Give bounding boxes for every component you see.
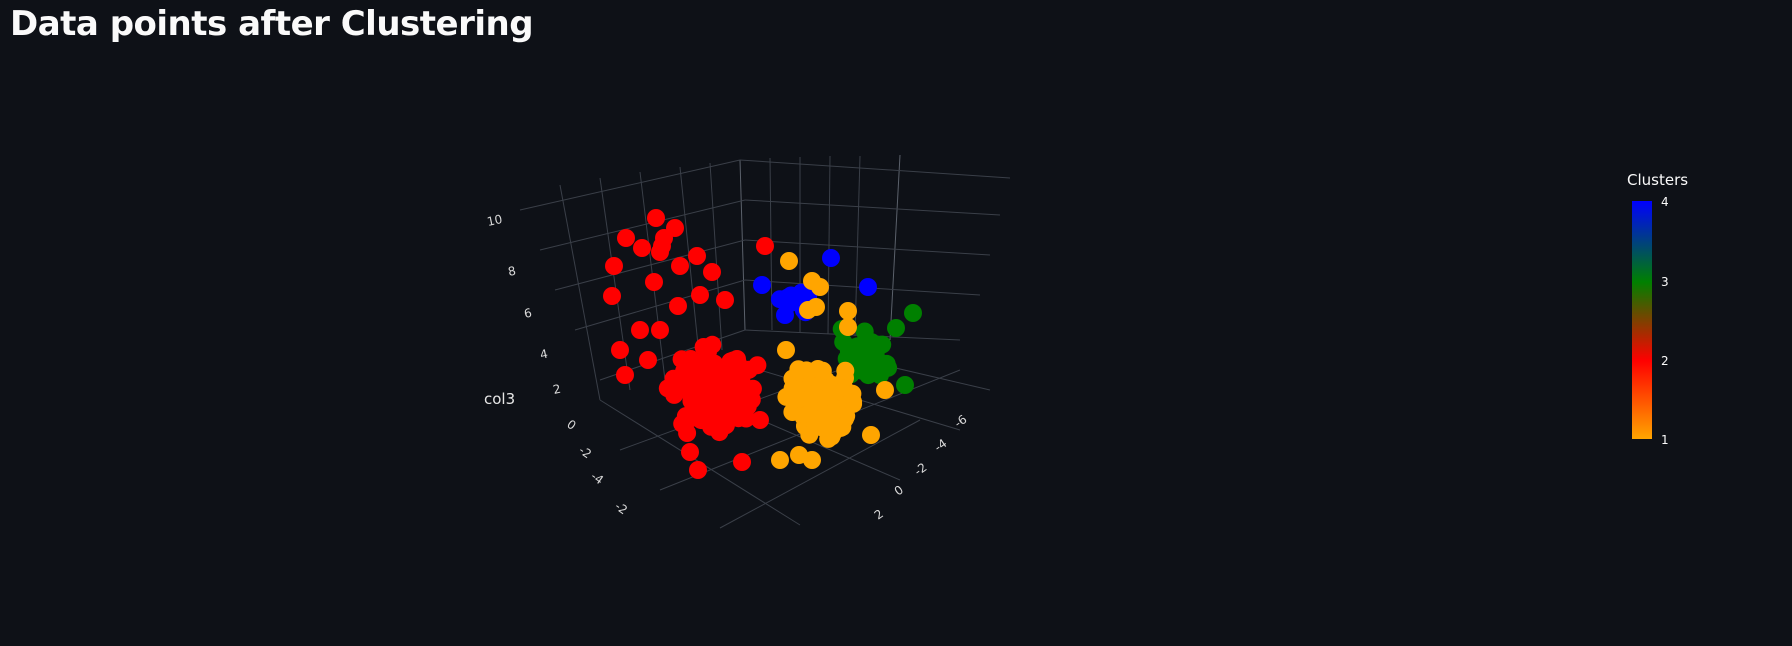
data-point[interactable]: [739, 384, 758, 402]
y-tick: 2: [872, 507, 886, 523]
z-tick: 10: [486, 212, 504, 229]
y-tick: -2: [912, 460, 930, 478]
z-tick: 0: [564, 417, 578, 433]
data-point[interactable]: [639, 351, 657, 369]
data-point[interactable]: [669, 297, 687, 315]
z-tick: -2: [576, 443, 594, 461]
data-point[interactable]: [658, 379, 677, 398]
colorbar-tick: 3: [1661, 275, 1669, 289]
data-point[interactable]: [780, 252, 798, 270]
data-point[interactable]: [751, 411, 769, 429]
data-point[interactable]: [753, 276, 771, 294]
data-point[interactable]: [839, 318, 857, 336]
data-point[interactable]: [647, 209, 665, 227]
y-tick: -6: [952, 412, 970, 430]
data-point[interactable]: [862, 426, 880, 444]
data-point[interactable]: [805, 384, 824, 403]
z-axis-ticks: 10 8 6 4 2 0 -2 -4 col3: [484, 212, 606, 487]
z-tick: -4: [588, 469, 606, 487]
page-title: Data points after Clustering: [10, 4, 534, 44]
colorbar-tick: 1: [1661, 433, 1669, 447]
data-point[interactable]: [631, 321, 649, 339]
data-point[interactable]: [843, 384, 862, 403]
data-point[interactable]: [859, 278, 877, 296]
data-point[interactable]: [605, 257, 623, 275]
data-point[interactable]: [689, 356, 708, 375]
z-axis-title: col3: [484, 390, 515, 408]
z-tick: 8: [507, 264, 517, 279]
data-point[interactable]: [836, 361, 855, 380]
data-point[interactable]: [688, 247, 706, 265]
data-point[interactable]: [651, 321, 669, 339]
colorbar-tick: 4: [1661, 195, 1669, 209]
data-point[interactable]: [800, 425, 819, 444]
cluster-1-points[interactable]: [771, 252, 894, 469]
data-point[interactable]: [651, 243, 669, 261]
data-point[interactable]: [740, 360, 758, 379]
data-point[interactable]: [716, 400, 735, 419]
data-point[interactable]: [691, 286, 709, 304]
data-point[interactable]: [681, 443, 699, 461]
data-point[interactable]: [689, 461, 707, 479]
data-point[interactable]: [789, 360, 808, 379]
data-point[interactable]: [617, 229, 635, 247]
colorbar-gradient: [1632, 201, 1652, 439]
y-tick: -4: [932, 436, 950, 454]
data-point[interactable]: [711, 381, 730, 400]
data-point[interactable]: [645, 273, 663, 291]
colorbar-title: Clusters: [1627, 171, 1688, 189]
x-axis-ticks: -2: [612, 499, 630, 517]
data-point[interactable]: [724, 351, 743, 370]
data-point[interactable]: [776, 306, 794, 324]
data-point[interactable]: [603, 287, 621, 305]
data-point[interactable]: [808, 360, 827, 378]
data-point[interactable]: [777, 341, 795, 359]
data-point[interactable]: [896, 376, 914, 394]
data-point[interactable]: [790, 389, 809, 408]
data-point[interactable]: [694, 338, 713, 356]
data-point[interactable]: [794, 405, 813, 424]
data-point[interactable]: [799, 301, 817, 319]
data-point[interactable]: [703, 263, 721, 281]
data-point[interactable]: [671, 257, 689, 275]
data-point[interactable]: [904, 304, 922, 322]
data-point[interactable]: [822, 249, 840, 267]
data-point[interactable]: [887, 319, 905, 337]
data-point[interactable]: [855, 322, 874, 341]
data-point[interactable]: [811, 278, 829, 296]
data-point[interactable]: [731, 401, 749, 419]
data-point[interactable]: [876, 381, 894, 399]
data-point[interactable]: [777, 292, 796, 311]
colorbar: Clusters 4 3 2 1: [1627, 171, 1688, 447]
data-point[interactable]: [684, 378, 703, 397]
data-point[interactable]: [633, 239, 651, 257]
data-point[interactable]: [839, 302, 857, 320]
data-point[interactable]: [611, 341, 629, 359]
z-tick: 2: [552, 382, 562, 397]
y-tick: 0: [892, 483, 906, 499]
data-point[interactable]: [851, 351, 870, 370]
cluster-2-points[interactable]: [603, 209, 774, 479]
data-point[interactable]: [771, 451, 789, 469]
data-point[interactable]: [733, 453, 751, 471]
data-point[interactable]: [803, 451, 821, 469]
x-tick: -2: [612, 499, 630, 517]
z-tick: 6: [523, 306, 533, 321]
data-point[interactable]: [871, 366, 889, 384]
colorbar-tick: 2: [1661, 354, 1669, 368]
data-point[interactable]: [821, 411, 839, 429]
data-point[interactable]: [716, 291, 734, 309]
cluster-3-points[interactable]: [832, 304, 922, 394]
z-tick: 4: [539, 347, 549, 362]
data-point[interactable]: [756, 237, 774, 255]
data-point[interactable]: [616, 366, 634, 384]
